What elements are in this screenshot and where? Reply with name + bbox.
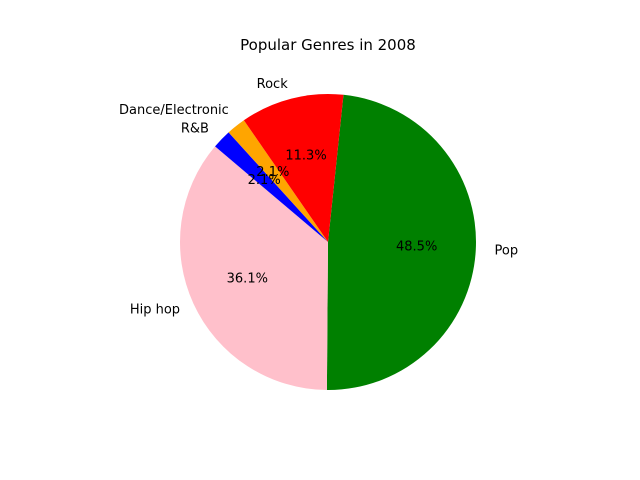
- slice-r-b: [215, 132, 328, 242]
- pct-r-b: 2.1%: [248, 173, 281, 188]
- pct-dance-electronic: 2.1%: [256, 165, 289, 180]
- slice-dance-electronic: [228, 120, 328, 242]
- chart-title: Popular Genres in 2008: [240, 36, 416, 54]
- label-hip-hop: Hip hop: [130, 302, 180, 317]
- slice-pop: [326, 94, 476, 390]
- label-rock: Rock: [257, 77, 289, 92]
- pie-slices: [180, 93, 476, 390]
- pct-rock: 11.3%: [285, 148, 326, 163]
- pct-hip-hop: 36.1%: [227, 272, 268, 287]
- label-dance-electronic: Dance/Electronic: [119, 103, 229, 118]
- label-pop: Pop: [495, 244, 519, 259]
- label-r-b: R&B: [181, 121, 209, 136]
- pct-pop: 48.5%: [396, 239, 437, 254]
- slice-hip-hop: [180, 146, 328, 390]
- pie-labels: Pop 48.5% Hip hop 36.1% R&B 2.1% Dance/Electro…: [119, 77, 518, 318]
- slice-rock: [243, 93, 344, 242]
